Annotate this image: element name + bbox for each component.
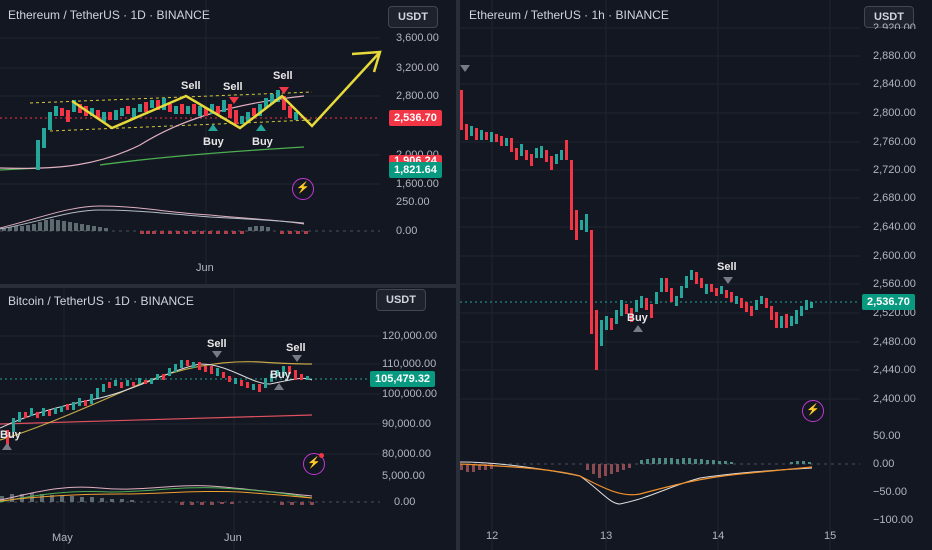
- eth-1d-title[interactable]: Ethereum / TetherUS · 1D · BINANCE: [8, 8, 210, 22]
- time-axis-label: Jun: [224, 532, 242, 544]
- buy-signal-label: Buy: [270, 369, 291, 381]
- price-axis-label: 90,000.00: [382, 418, 431, 430]
- time-axis-label: 12: [486, 530, 499, 542]
- sell-signal-label: Sell: [181, 80, 201, 92]
- price-axis-label: 1,600.00: [396, 178, 439, 190]
- ma-price-tag-secondary: 1,906.24: [389, 155, 442, 165]
- sell-signal-label: Sell: [273, 70, 293, 82]
- triangle-up-icon: [208, 124, 218, 131]
- time-axis-label: 15: [824, 530, 837, 542]
- triangle-down-icon: [212, 351, 222, 358]
- eth-1h-pane[interactable]: Ethereum / TetherUS · 1h · BINANCE USDT …: [460, 0, 932, 550]
- price-axis-label: 2,920.00: [873, 22, 916, 29]
- price-axis-label: 2,880.00: [873, 50, 916, 62]
- btc-1d-chart[interactable]: [0, 288, 456, 550]
- price-axis-label: 2,640.00: [873, 221, 916, 233]
- arrow-up-right-icon: [351, 50, 382, 73]
- price-axis-label: 2,840.00: [873, 78, 916, 90]
- triangle-down-icon: [723, 277, 733, 284]
- btc-1d-title[interactable]: Bitcoin / TetherUS · 1D · BINANCE: [8, 294, 194, 308]
- time-axis-label: 13: [600, 530, 613, 542]
- triangle-up-icon: [256, 124, 266, 131]
- lightning-icon[interactable]: ⚡: [292, 178, 314, 200]
- triangle-up-icon: [2, 443, 12, 450]
- ma-price-tag: 1,821.64: [389, 162, 442, 178]
- price-axis-label: 120,000.00: [382, 330, 438, 342]
- triangle-down-icon: [279, 87, 289, 94]
- price-axis-label: 2,800.00: [873, 107, 916, 119]
- sell-signal-label: Sell: [223, 81, 243, 93]
- price-axis-label: 3,600.00: [396, 32, 439, 44]
- sell-signal-label: Sell: [717, 261, 737, 273]
- price-axis-label: 3,200.00: [396, 62, 439, 74]
- eth-1h-unit-button[interactable]: USDT: [864, 6, 914, 28]
- eth-1d-pane[interactable]: Ethereum / TetherUS · 1D · BINANCE USDT …: [0, 0, 456, 284]
- price-axis-label: 2,760.00: [873, 136, 916, 148]
- buy-signal-label: Buy: [252, 136, 273, 148]
- price-axis-label: 100,000.00: [382, 388, 438, 400]
- triangle-down-icon: [292, 355, 302, 362]
- osc-axis-label: 5,000.00: [382, 470, 425, 482]
- osc-axis-label: 0.00: [396, 225, 418, 237]
- sell-signal-label: Sell: [207, 338, 227, 350]
- current-price-tag: 105,479.32: [370, 371, 436, 387]
- buy-signal-label: Buy: [0, 429, 21, 441]
- notification-dot: [319, 453, 324, 458]
- osc-axis-label: 50.00: [873, 430, 901, 442]
- eth-1h-chart[interactable]: [460, 0, 932, 550]
- osc-axis-label: 0.00: [873, 458, 895, 470]
- price-axis-label: 80,000.00: [382, 448, 431, 460]
- price-axis-label: 2,680.00: [873, 192, 916, 204]
- triangle-up-icon: [274, 383, 284, 390]
- time-axis-label: May: [52, 532, 73, 544]
- price-axis-label: 2,520.00: [873, 307, 916, 319]
- price-axis-label: 2,480.00: [873, 336, 916, 348]
- pane-divider-vertical[interactable]: [456, 0, 460, 550]
- lightning-icon[interactable]: ⚡: [802, 400, 824, 422]
- triangle-down-icon: [460, 65, 470, 72]
- current-price-tag: 2,536.70: [862, 294, 915, 310]
- time-axis-label: 14: [712, 530, 725, 542]
- btc-1d-pane[interactable]: Bitcoin / TetherUS · 1D · BINANCE USDT 1…: [0, 288, 456, 550]
- current-price-tag: 2,536.70: [389, 110, 442, 126]
- buy-signal-label: Buy: [203, 136, 224, 148]
- eth-1d-unit-button[interactable]: USDT: [388, 6, 438, 28]
- eth-1d-chart[interactable]: [0, 0, 456, 284]
- price-axis-label: 2,720.00: [873, 164, 916, 176]
- osc-axis-label: 0.00: [394, 496, 416, 508]
- time-axis-label: Jun: [196, 262, 214, 274]
- sell-signal-label: Sell: [286, 342, 306, 354]
- buy-signal-label: Buy: [627, 312, 648, 324]
- price-axis-label: 2,600.00: [873, 250, 916, 262]
- price-axis-label: 2,800.00: [396, 90, 439, 102]
- eth-1d-candles: [36, 90, 298, 170]
- price-axis-label: 110,000.00: [382, 358, 437, 370]
- eth-1h-title[interactable]: Ethereum / TetherUS · 1h · BINANCE: [469, 8, 669, 22]
- osc-axis-label: −50.00: [873, 486, 907, 498]
- triangle-up-icon: [633, 325, 643, 332]
- price-axis-label: 2,440.00: [873, 364, 916, 376]
- lightning-icon[interactable]: ⚡: [303, 453, 325, 475]
- btc-1d-unit-button[interactable]: USDT: [376, 289, 426, 311]
- osc-axis-label: 250.00: [396, 196, 430, 208]
- pane-divider-horizontal[interactable]: [0, 284, 456, 288]
- osc-axis-label: −100.00: [873, 514, 914, 526]
- price-axis-label: 2,560.00: [873, 278, 916, 290]
- triangle-down-icon: [229, 97, 239, 104]
- price-axis-label: 2,400.00: [873, 393, 916, 405]
